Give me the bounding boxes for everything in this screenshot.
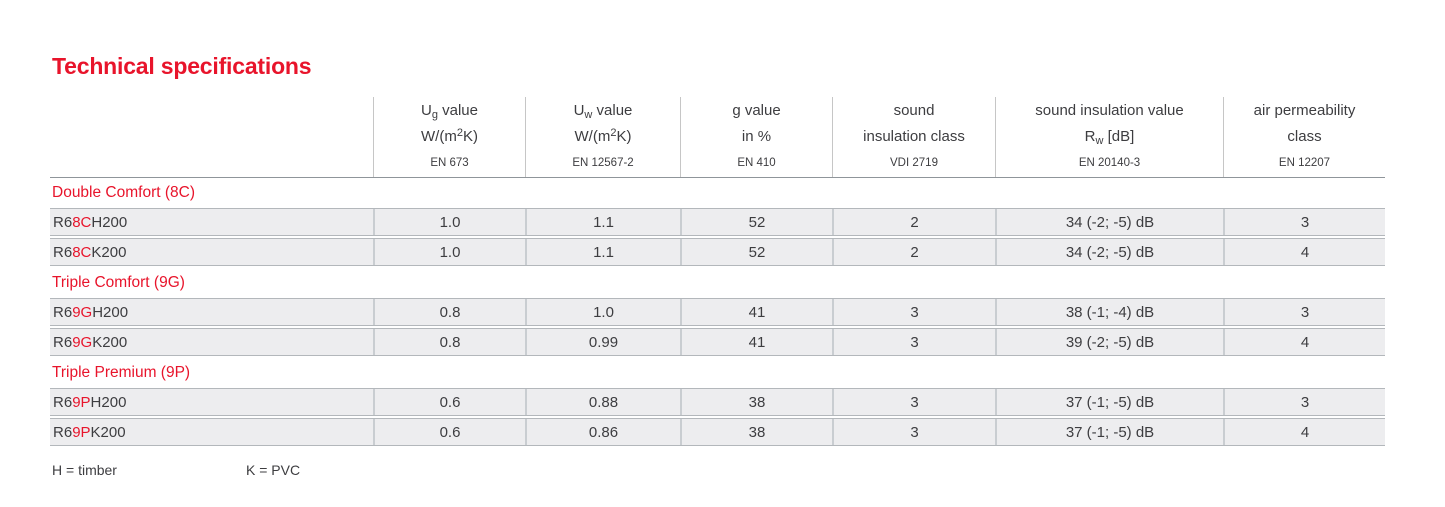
header-line2: W/(m2K): [574, 127, 632, 146]
header-line1: sound insulation value: [1035, 102, 1184, 119]
brochure-page: Technical specifications Ug value W/(m2K)…: [50, 53, 1445, 478]
header-line2: insulation class: [863, 128, 965, 145]
value-cell: 52: [680, 239, 832, 265]
header-cell-empty: [50, 97, 373, 177]
header-line2: in %: [741, 128, 772, 145]
header-line1: sound: [893, 102, 935, 119]
value-cell: 0.88: [525, 389, 680, 415]
value-cell: 34 (-2; -5) dB: [995, 209, 1223, 235]
value-cell: 1.0: [373, 209, 525, 235]
footnote: H = timber: [52, 462, 117, 478]
value-cell: 38: [680, 419, 832, 445]
value-cell: 3: [1223, 209, 1385, 235]
section-heading: Triple Premium (9P): [52, 364, 191, 381]
value-cell: 0.8: [373, 299, 525, 325]
value-cell: 3: [832, 419, 995, 445]
table-row: R6 9P H200 0.6 0.88 38 3 37 (-1; -5) dB 3: [50, 388, 1385, 416]
header-standard-label: EN 12207: [1278, 157, 1331, 169]
value-cell: 38 (-1; -4) dB: [995, 299, 1223, 325]
value-cell: 3: [1223, 299, 1385, 325]
value-cell: 39 (-2; -5) dB: [995, 329, 1223, 355]
column-header-4: sound insulation class VDI 2719: [832, 97, 995, 177]
footnotes: H = timber K = PVC: [50, 462, 1445, 478]
header-standard-label: EN 410: [737, 157, 776, 169]
value-cell: 41: [680, 299, 832, 325]
column-header-1: Ug value W/(m2K) EN 673: [373, 97, 525, 177]
value-cell: 2: [832, 209, 995, 235]
row-label: R6 9G H200: [53, 303, 129, 321]
value-cell: 1.1: [525, 239, 680, 265]
value-cell: 0.99: [525, 329, 680, 355]
value-cell: 37 (-1; -5) dB: [995, 419, 1223, 445]
row-label: R6 9P H200: [53, 393, 127, 411]
value-cell: 3: [832, 299, 995, 325]
column-header-6: air permeability class EN 12207: [1223, 97, 1385, 177]
table-row: R6 8C H200 1.0 1.1 52 2 34 (-2; -5) dB 3: [50, 208, 1385, 236]
value-cell: 3: [1223, 389, 1385, 415]
header-line2: class: [1287, 128, 1322, 145]
value-cell: 2: [832, 239, 995, 265]
header-standard-label: VDI 2719: [890, 157, 938, 169]
value-cell: 41: [680, 329, 832, 355]
header-standard-label: EN 12567-2: [572, 157, 634, 169]
value-cell: 34 (-2; -5) dB: [995, 239, 1223, 265]
header-standard-label: EN 20140-3: [1078, 157, 1141, 169]
table-body: Double Comfort (8C) R6 8C H200 1.0 1.1 52 2 34 …: [50, 178, 1385, 446]
column-header-3: g value in % EN 410: [680, 97, 832, 177]
header-line2: W/(m2K): [421, 127, 478, 146]
value-cell: 52: [680, 209, 832, 235]
table-row: R6 9G H200 0.8 1.0 41 3 38 (-1; -4) dB 3: [50, 298, 1385, 326]
table-row: R6 9G K200 0.8 0.99 41 3 39 (-2; -5) dB 4: [50, 328, 1385, 356]
spec-table: Ug value W/(m2K) EN 673 Uw value W/(m2K) EN 1…: [50, 97, 1385, 446]
value-cell: 0.6: [373, 419, 525, 445]
value-cell: 3: [832, 389, 995, 415]
column-header-2: Uw value W/(m2K) EN 12567-2: [525, 97, 680, 177]
section-heading: Double Comfort (8C): [52, 184, 195, 201]
value-cell: 4: [1223, 419, 1385, 445]
row-label: R6 8C K200: [53, 243, 127, 261]
value-cell: 4: [1223, 329, 1385, 355]
page-title: Technical specifications: [52, 53, 312, 79]
value-cell: 1.0: [525, 299, 680, 325]
table-row: R6 8C K200 1.0 1.1 52 2 34 (-2; -5) dB 4: [50, 238, 1385, 266]
column-header-5: sound insulation value Rw [dB] EN 20140-3: [995, 97, 1223, 177]
value-cell: 4: [1223, 239, 1385, 265]
header-line1: air permeability: [1253, 102, 1356, 119]
value-cell: 0.6: [373, 389, 525, 415]
row-label: R6 9G K200: [53, 333, 128, 351]
header-standard-label: EN 673: [430, 157, 469, 169]
row-label: R6 9P K200: [53, 423, 126, 441]
value-cell: 38: [680, 389, 832, 415]
value-cell: 1.1: [525, 209, 680, 235]
table-row: R6 9P K200 0.6 0.86 38 3 37 (-1; -5) dB 4: [50, 418, 1385, 446]
table-header-row: Ug value W/(m2K) EN 673 Uw value W/(m2K) EN 1…: [50, 97, 1385, 178]
value-cell: 3: [832, 329, 995, 355]
header-line2: Rw [dB]: [1084, 128, 1135, 147]
value-cell: 37 (-1; -5) dB: [995, 389, 1223, 415]
value-cell: 1.0: [373, 239, 525, 265]
value-cell: 0.86: [525, 419, 680, 445]
value-cell: 0.8: [373, 329, 525, 355]
footnote: K = PVC: [246, 462, 301, 478]
header-line1: Ug value: [421, 102, 478, 121]
section-heading: Triple Comfort (9G): [52, 274, 185, 291]
header-line1: Uw value: [573, 102, 633, 121]
header-line1: g value: [732, 102, 781, 119]
row-label: R6 8C H200: [53, 213, 128, 231]
